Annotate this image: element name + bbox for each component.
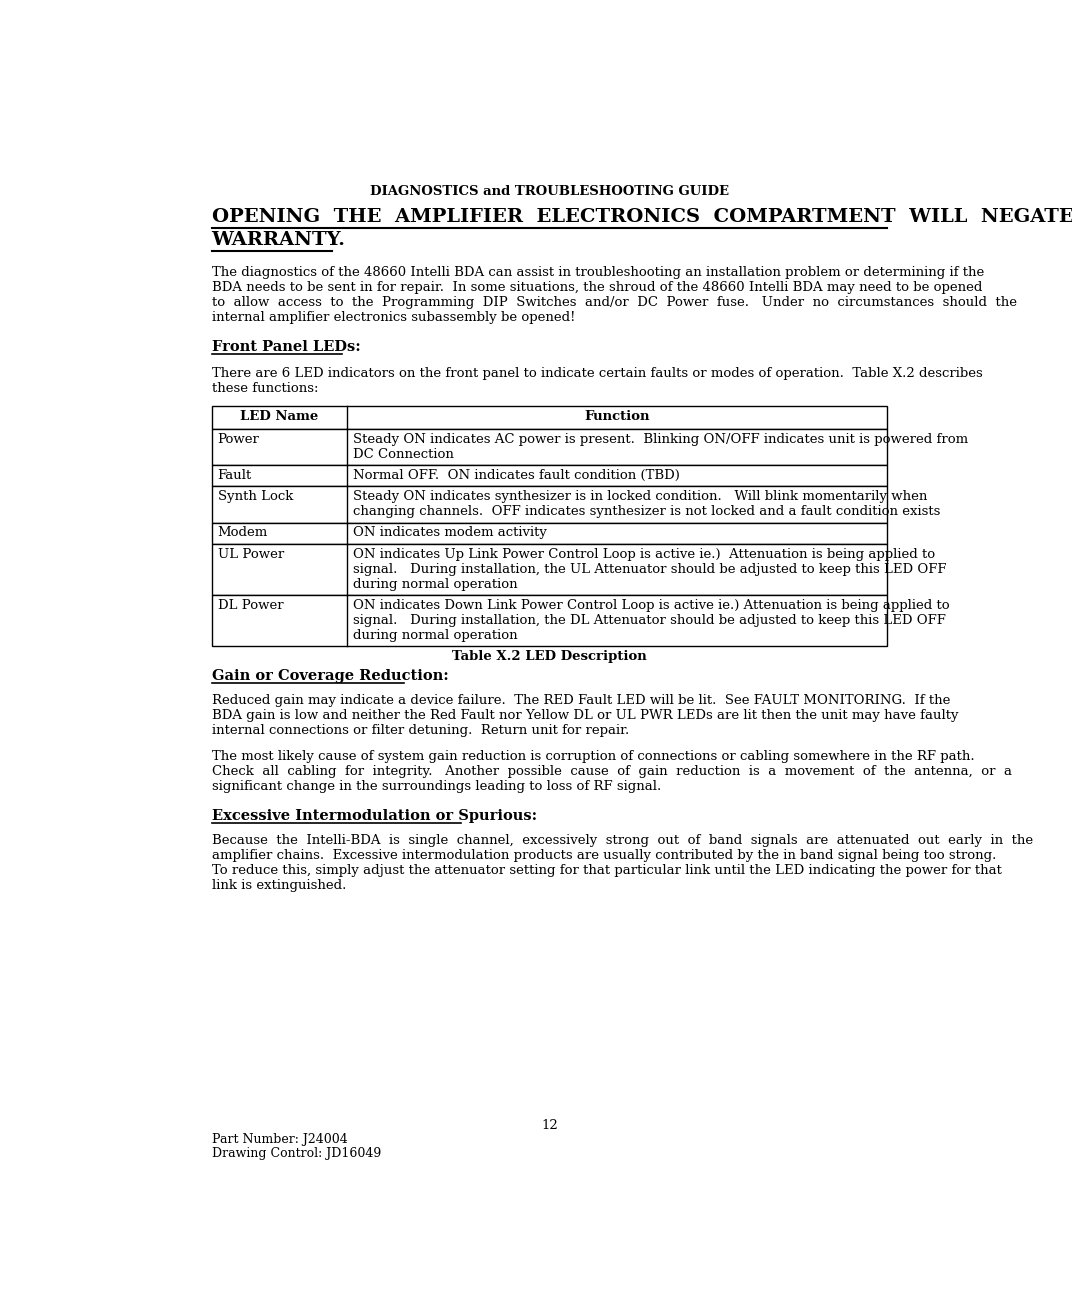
Text: Because  the  Intelli-BDA  is  single  channel,  excessively  strong  out  of  b: Because the Intelli-BDA is single channe… bbox=[211, 834, 1032, 848]
Text: DC Connection: DC Connection bbox=[353, 447, 453, 461]
Text: amplifier chains.  Excessive intermodulation products are usually contributed by: amplifier chains. Excessive intermodulat… bbox=[211, 849, 996, 862]
Text: ON indicates modem activity: ON indicates modem activity bbox=[353, 526, 547, 540]
Text: Synth Lock: Synth Lock bbox=[218, 490, 293, 503]
Text: signal.   During installation, the UL Attenuator should be adjusted to keep this: signal. During installation, the UL Atte… bbox=[353, 562, 947, 575]
Bar bbox=[211, 465, 888, 487]
Bar bbox=[211, 429, 888, 465]
Text: Normal OFF.  ON indicates fault condition (TBD): Normal OFF. ON indicates fault condition… bbox=[353, 468, 680, 482]
Bar bbox=[211, 522, 888, 544]
Text: OPENING  THE  AMPLIFIER  ELECTRONICS  COMPARTMENT  WILL  NEGATE: OPENING THE AMPLIFIER ELECTRONICS COMPAR… bbox=[211, 208, 1072, 226]
Text: internal connections or filter detuning.  Return unit for repair.: internal connections or filter detuning.… bbox=[211, 724, 629, 737]
Bar bbox=[211, 405, 888, 429]
Text: Reduced gain may indicate a device failure.  The RED Fault LED will be lit.  See: Reduced gain may indicate a device failu… bbox=[211, 694, 950, 707]
Text: Check  all  cabling  for  integrity.   Another  possible  cause  of  gain  reduc: Check all cabling for integrity. Another… bbox=[211, 766, 1012, 779]
Text: To reduce this, simply adjust the attenuator setting for that particular link un: To reduce this, simply adjust the attenu… bbox=[211, 865, 1001, 876]
Text: signal.   During installation, the DL Attenuator should be adjusted to keep this: signal. During installation, the DL Atte… bbox=[353, 613, 946, 626]
Text: to  allow  access  to  the  Programming  DIP  Switches  and/or  DC  Power  fuse.: to allow access to the Programming DIP S… bbox=[211, 296, 1016, 309]
Text: Table X.2 LED Description: Table X.2 LED Description bbox=[452, 650, 646, 663]
Text: Excessive Intermodulation or Spurious:: Excessive Intermodulation or Spurious: bbox=[211, 809, 537, 824]
Text: significant change in the surroundings leading to loss of RF signal.: significant change in the surroundings l… bbox=[211, 780, 660, 794]
Text: DIAGNOSTICS and TROUBLESHOOTING GUIDE: DIAGNOSTICS and TROUBLESHOOTING GUIDE bbox=[370, 184, 729, 197]
Text: Part Number: J24004: Part Number: J24004 bbox=[211, 1133, 347, 1146]
Text: The diagnostics of the 48660 Intelli BDA can assist in troubleshooting an instal: The diagnostics of the 48660 Intelli BDA… bbox=[211, 266, 984, 279]
Text: The most likely cause of system gain reduction is corruption of connections or c: The most likely cause of system gain red… bbox=[211, 750, 974, 763]
Text: DL Power: DL Power bbox=[218, 599, 283, 612]
Text: these functions:: these functions: bbox=[211, 382, 318, 395]
Text: during normal operation: during normal operation bbox=[353, 578, 518, 591]
Text: ON indicates Up Link Power Control Loop is active ie.)  Attenuation is being app: ON indicates Up Link Power Control Loop … bbox=[353, 547, 935, 561]
Text: Power: Power bbox=[218, 433, 259, 446]
Text: BDA gain is low and neither the Red Fault nor Yellow DL or UL PWR LEDs are lit t: BDA gain is low and neither the Red Faul… bbox=[211, 709, 958, 722]
Text: WARRANTY.: WARRANTY. bbox=[211, 232, 345, 249]
Text: 12: 12 bbox=[541, 1119, 557, 1132]
Text: Drawing Control: JD16049: Drawing Control: JD16049 bbox=[211, 1146, 381, 1159]
Text: Function: Function bbox=[584, 409, 650, 422]
Text: BDA needs to be sent in for repair.  In some situations, the shroud of the 48660: BDA needs to be sent in for repair. In s… bbox=[211, 280, 982, 293]
Text: internal amplifier electronics subassembly be opened!: internal amplifier electronics subassemb… bbox=[211, 311, 575, 324]
Text: changing channels.  OFF indicates synthesizer is not locked and a fault conditio: changing channels. OFF indicates synthes… bbox=[353, 505, 940, 519]
Bar bbox=[211, 487, 888, 522]
Text: Steady ON indicates AC power is present.  Blinking ON/OFF indicates unit is powe: Steady ON indicates AC power is present.… bbox=[353, 433, 968, 446]
Text: Gain or Coverage Reduction:: Gain or Coverage Reduction: bbox=[211, 670, 448, 683]
Text: Front Panel LEDs:: Front Panel LEDs: bbox=[211, 340, 360, 354]
Text: during normal operation: during normal operation bbox=[353, 629, 518, 642]
Text: link is extinguished.: link is extinguished. bbox=[211, 879, 346, 892]
Bar bbox=[211, 544, 888, 595]
Text: LED Name: LED Name bbox=[240, 409, 318, 422]
Text: UL Power: UL Power bbox=[218, 547, 284, 561]
Text: There are 6 LED indicators on the front panel to indicate certain faults or mode: There are 6 LED indicators on the front … bbox=[211, 367, 982, 379]
Bar bbox=[211, 595, 888, 646]
Text: Steady ON indicates synthesizer is in locked condition.   Will blink momentarily: Steady ON indicates synthesizer is in lo… bbox=[353, 490, 927, 503]
Text: ON indicates Down Link Power Control Loop is active ie.) Attenuation is being ap: ON indicates Down Link Power Control Loo… bbox=[353, 599, 950, 612]
Text: Fault: Fault bbox=[218, 468, 252, 482]
Text: Modem: Modem bbox=[218, 526, 268, 540]
